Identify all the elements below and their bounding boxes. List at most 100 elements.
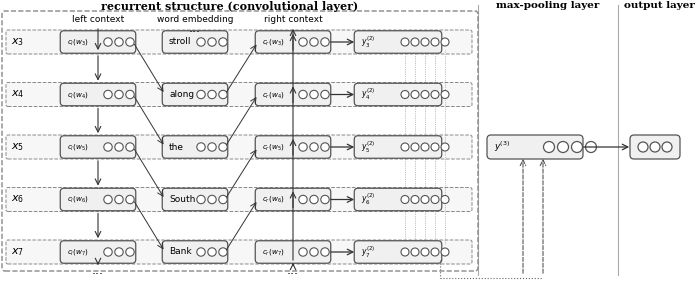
Text: the: the bbox=[169, 142, 184, 152]
Circle shape bbox=[421, 143, 429, 151]
Circle shape bbox=[431, 91, 439, 99]
Circle shape bbox=[421, 248, 429, 256]
Circle shape bbox=[401, 196, 409, 203]
Circle shape bbox=[431, 143, 439, 151]
Circle shape bbox=[219, 143, 228, 151]
FancyBboxPatch shape bbox=[6, 188, 472, 211]
FancyBboxPatch shape bbox=[6, 135, 472, 159]
Circle shape bbox=[441, 143, 449, 151]
Circle shape bbox=[571, 141, 582, 152]
Circle shape bbox=[421, 196, 429, 203]
Circle shape bbox=[115, 195, 123, 204]
Circle shape bbox=[310, 195, 319, 204]
Text: left context: left context bbox=[72, 15, 124, 23]
Circle shape bbox=[208, 248, 216, 256]
FancyBboxPatch shape bbox=[60, 136, 136, 158]
Circle shape bbox=[126, 38, 134, 46]
Text: $x_5$: $x_5$ bbox=[11, 141, 25, 153]
Circle shape bbox=[321, 143, 329, 151]
Circle shape bbox=[421, 38, 429, 46]
FancyBboxPatch shape bbox=[60, 31, 136, 53]
FancyBboxPatch shape bbox=[162, 83, 228, 106]
Text: ...: ... bbox=[189, 23, 201, 36]
Text: $c_l(w_7)$: $c_l(w_7)$ bbox=[67, 247, 89, 257]
Circle shape bbox=[401, 91, 409, 99]
FancyBboxPatch shape bbox=[487, 135, 583, 159]
Text: $c_r(w_4)$: $c_r(w_4)$ bbox=[262, 89, 285, 99]
Text: $x_4$: $x_4$ bbox=[11, 89, 25, 100]
Circle shape bbox=[126, 90, 134, 99]
Circle shape bbox=[104, 38, 112, 46]
Circle shape bbox=[638, 142, 648, 152]
Circle shape bbox=[441, 38, 449, 46]
Circle shape bbox=[441, 196, 449, 203]
Circle shape bbox=[441, 248, 449, 256]
Circle shape bbox=[299, 90, 307, 99]
Circle shape bbox=[197, 90, 205, 99]
Circle shape bbox=[310, 248, 319, 256]
FancyBboxPatch shape bbox=[162, 188, 228, 211]
Circle shape bbox=[104, 143, 112, 151]
Text: $y^{(3)}$: $y^{(3)}$ bbox=[494, 140, 510, 154]
Text: max-pooling layer: max-pooling layer bbox=[496, 1, 600, 11]
Text: $c_r(w_5)$: $c_r(w_5)$ bbox=[262, 142, 285, 152]
Circle shape bbox=[219, 90, 228, 99]
Circle shape bbox=[126, 143, 134, 151]
Text: $y_4^{(2)}$: $y_4^{(2)}$ bbox=[361, 87, 375, 102]
Circle shape bbox=[401, 38, 409, 46]
Circle shape bbox=[104, 248, 112, 256]
Circle shape bbox=[585, 141, 596, 152]
FancyBboxPatch shape bbox=[162, 241, 228, 263]
Text: $x_3$: $x_3$ bbox=[11, 36, 25, 48]
Circle shape bbox=[421, 91, 429, 99]
Circle shape bbox=[299, 38, 307, 46]
Circle shape bbox=[197, 38, 205, 46]
Circle shape bbox=[662, 142, 672, 152]
Circle shape bbox=[431, 38, 439, 46]
Circle shape bbox=[208, 38, 216, 46]
FancyBboxPatch shape bbox=[256, 188, 330, 211]
FancyBboxPatch shape bbox=[354, 83, 442, 106]
Circle shape bbox=[557, 141, 568, 152]
Circle shape bbox=[650, 142, 660, 152]
Circle shape bbox=[115, 248, 123, 256]
FancyBboxPatch shape bbox=[6, 240, 472, 264]
Text: $c_l(w_5)$: $c_l(w_5)$ bbox=[67, 142, 89, 152]
Circle shape bbox=[411, 196, 419, 203]
FancyBboxPatch shape bbox=[256, 241, 330, 263]
FancyBboxPatch shape bbox=[256, 83, 330, 106]
Circle shape bbox=[104, 90, 112, 99]
Circle shape bbox=[208, 195, 216, 204]
Text: output layer: output layer bbox=[624, 1, 694, 11]
Circle shape bbox=[411, 248, 419, 256]
Text: $c_r(w_3)$: $c_r(w_3)$ bbox=[262, 37, 285, 47]
Circle shape bbox=[197, 248, 205, 256]
FancyBboxPatch shape bbox=[354, 241, 442, 263]
FancyBboxPatch shape bbox=[630, 135, 680, 159]
FancyBboxPatch shape bbox=[256, 136, 330, 158]
Text: word embedding: word embedding bbox=[157, 15, 233, 23]
Circle shape bbox=[310, 90, 319, 99]
Text: $y_6^{(2)}$: $y_6^{(2)}$ bbox=[361, 192, 375, 207]
Circle shape bbox=[543, 141, 554, 152]
Text: $x_7$: $x_7$ bbox=[11, 246, 25, 258]
Circle shape bbox=[208, 143, 216, 151]
FancyBboxPatch shape bbox=[256, 31, 330, 53]
Circle shape bbox=[115, 38, 123, 46]
FancyBboxPatch shape bbox=[162, 31, 228, 53]
Circle shape bbox=[299, 143, 307, 151]
Circle shape bbox=[310, 38, 319, 46]
Circle shape bbox=[126, 248, 134, 256]
Circle shape bbox=[411, 91, 419, 99]
FancyBboxPatch shape bbox=[6, 30, 472, 54]
Text: $x_6$: $x_6$ bbox=[11, 194, 25, 205]
Text: $y_7^{(2)}$: $y_7^{(2)}$ bbox=[361, 244, 375, 260]
Circle shape bbox=[310, 143, 319, 151]
Text: along: along bbox=[169, 90, 194, 99]
FancyBboxPatch shape bbox=[354, 188, 442, 211]
Circle shape bbox=[219, 195, 228, 204]
Circle shape bbox=[126, 195, 134, 204]
Text: South: South bbox=[169, 195, 195, 204]
Text: recurrent structure (convolutional layer): recurrent structure (convolutional layer… bbox=[102, 1, 358, 11]
FancyBboxPatch shape bbox=[354, 136, 442, 158]
